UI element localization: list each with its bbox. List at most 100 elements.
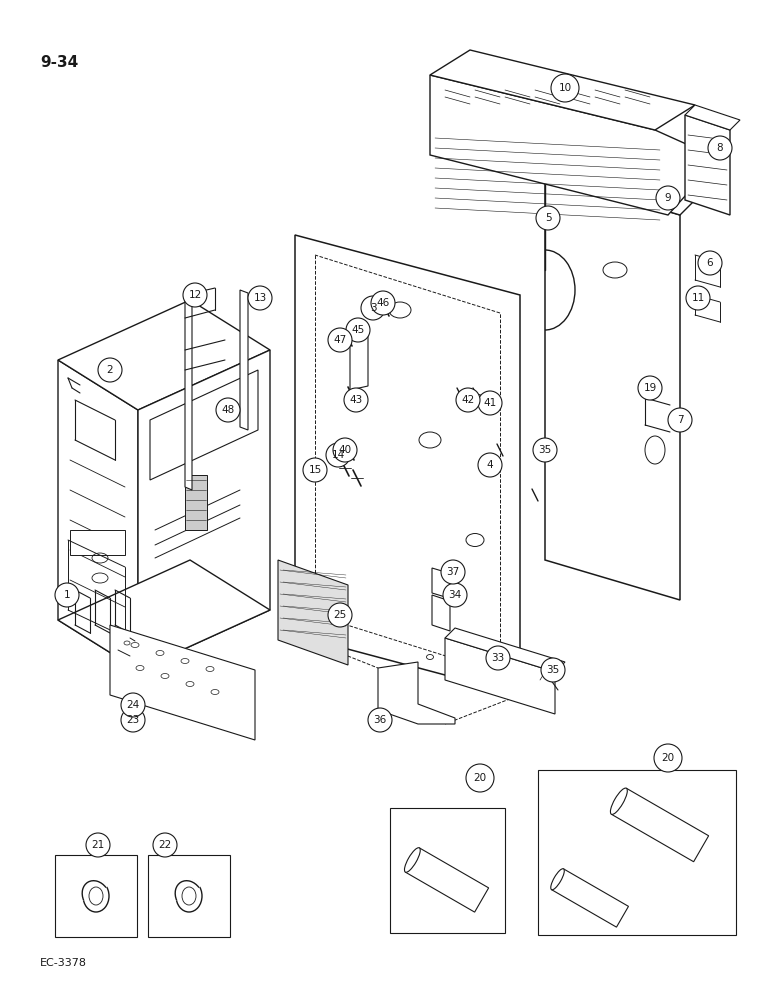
Circle shape bbox=[456, 388, 480, 412]
Text: 19: 19 bbox=[644, 383, 657, 393]
Circle shape bbox=[55, 583, 79, 607]
Text: 15: 15 bbox=[308, 465, 321, 475]
Circle shape bbox=[121, 708, 145, 732]
Polygon shape bbox=[432, 568, 452, 599]
Bar bbox=[70, 530, 125, 555]
Text: 34: 34 bbox=[448, 590, 462, 600]
Polygon shape bbox=[110, 625, 255, 740]
Circle shape bbox=[328, 603, 352, 627]
Text: 7: 7 bbox=[677, 415, 683, 425]
Text: 37: 37 bbox=[446, 567, 459, 577]
Text: 41: 41 bbox=[484, 398, 497, 408]
Polygon shape bbox=[350, 326, 368, 390]
Circle shape bbox=[98, 358, 122, 382]
Circle shape bbox=[216, 398, 240, 422]
Text: 1: 1 bbox=[64, 590, 70, 600]
Circle shape bbox=[333, 438, 357, 462]
Circle shape bbox=[86, 833, 110, 857]
Text: 13: 13 bbox=[254, 293, 267, 303]
Text: 9: 9 bbox=[665, 193, 672, 203]
Circle shape bbox=[248, 286, 272, 310]
Circle shape bbox=[638, 376, 662, 400]
Text: EC-3378: EC-3378 bbox=[40, 958, 87, 968]
Circle shape bbox=[478, 391, 502, 415]
Polygon shape bbox=[278, 560, 348, 665]
Text: 46: 46 bbox=[377, 298, 390, 308]
Text: 2: 2 bbox=[107, 365, 113, 375]
Text: 20: 20 bbox=[473, 773, 487, 783]
Text: 40: 40 bbox=[339, 445, 352, 455]
Polygon shape bbox=[432, 595, 450, 631]
Text: 47: 47 bbox=[333, 335, 346, 345]
Circle shape bbox=[654, 744, 682, 772]
Text: 45: 45 bbox=[351, 325, 364, 335]
Text: 35: 35 bbox=[538, 445, 551, 455]
Polygon shape bbox=[138, 350, 270, 670]
Circle shape bbox=[486, 646, 510, 670]
Circle shape bbox=[326, 443, 350, 467]
Polygon shape bbox=[545, 155, 700, 215]
Text: 33: 33 bbox=[491, 653, 505, 663]
Polygon shape bbox=[378, 662, 455, 724]
Polygon shape bbox=[612, 788, 709, 862]
Text: 11: 11 bbox=[691, 293, 704, 303]
Text: 8: 8 bbox=[717, 143, 723, 153]
Text: 4: 4 bbox=[487, 460, 493, 470]
Text: 14: 14 bbox=[332, 450, 345, 460]
Circle shape bbox=[698, 251, 722, 275]
Circle shape bbox=[536, 206, 560, 230]
Text: 23: 23 bbox=[126, 715, 140, 725]
Circle shape bbox=[708, 136, 732, 160]
Circle shape bbox=[533, 438, 557, 462]
Text: 21: 21 bbox=[91, 840, 105, 850]
Circle shape bbox=[368, 708, 392, 732]
Text: 35: 35 bbox=[546, 665, 559, 675]
Bar bbox=[390, 808, 505, 933]
Polygon shape bbox=[240, 290, 248, 430]
Polygon shape bbox=[551, 869, 629, 927]
Text: 6: 6 bbox=[707, 258, 714, 268]
Polygon shape bbox=[406, 848, 488, 912]
Text: 42: 42 bbox=[462, 395, 474, 405]
Circle shape bbox=[441, 560, 465, 584]
Circle shape bbox=[371, 291, 395, 315]
Circle shape bbox=[344, 388, 368, 412]
Circle shape bbox=[361, 296, 385, 320]
Polygon shape bbox=[545, 175, 680, 600]
Ellipse shape bbox=[551, 869, 564, 890]
Circle shape bbox=[686, 286, 710, 310]
Polygon shape bbox=[430, 50, 695, 130]
Text: 5: 5 bbox=[544, 213, 551, 223]
Polygon shape bbox=[58, 360, 138, 670]
Text: 24: 24 bbox=[126, 700, 140, 710]
Polygon shape bbox=[445, 628, 565, 672]
Polygon shape bbox=[445, 638, 555, 714]
Ellipse shape bbox=[405, 848, 420, 872]
Ellipse shape bbox=[611, 788, 627, 814]
Text: 25: 25 bbox=[333, 610, 346, 620]
Circle shape bbox=[153, 833, 177, 857]
Polygon shape bbox=[685, 105, 740, 130]
Polygon shape bbox=[295, 235, 520, 695]
Polygon shape bbox=[58, 560, 270, 670]
Bar bbox=[185, 475, 207, 530]
Text: 36: 36 bbox=[374, 715, 387, 725]
Circle shape bbox=[551, 74, 579, 102]
Circle shape bbox=[478, 453, 502, 477]
Bar bbox=[538, 770, 736, 935]
Circle shape bbox=[541, 658, 565, 682]
Circle shape bbox=[656, 186, 680, 210]
Circle shape bbox=[121, 693, 145, 717]
Polygon shape bbox=[685, 115, 730, 215]
Circle shape bbox=[328, 328, 352, 352]
Text: 43: 43 bbox=[349, 395, 363, 405]
Text: 3: 3 bbox=[370, 303, 376, 313]
Circle shape bbox=[303, 458, 327, 482]
Circle shape bbox=[443, 583, 467, 607]
Polygon shape bbox=[58, 300, 270, 410]
Text: 9-34: 9-34 bbox=[40, 55, 78, 70]
Bar bbox=[148, 855, 230, 937]
Text: 20: 20 bbox=[661, 753, 675, 763]
Bar bbox=[55, 855, 137, 937]
Circle shape bbox=[183, 283, 207, 307]
